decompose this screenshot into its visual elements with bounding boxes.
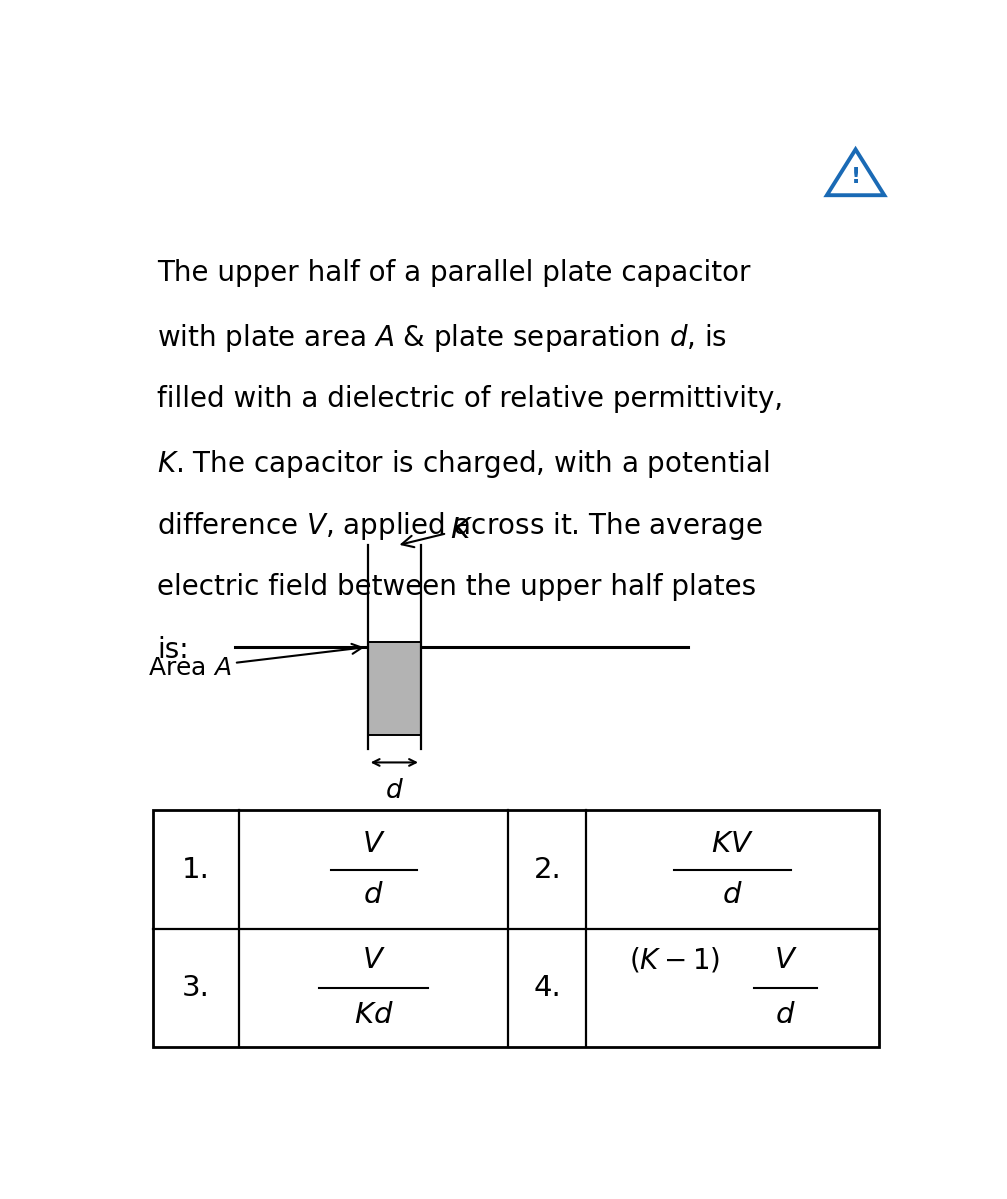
Text: !: ! <box>851 168 861 187</box>
Text: $\mathit{Kd}$: $\mathit{Kd}$ <box>353 1001 394 1030</box>
Text: $\mathit{d}$: $\mathit{d}$ <box>775 1001 796 1030</box>
Text: $\mathit{V}$: $\mathit{V}$ <box>773 946 798 974</box>
Text: $\mathit{K}$. The capacitor is charged, with a potential: $\mathit{K}$. The capacitor is charged, … <box>157 447 770 480</box>
Text: $(\mathit{K}-1)$: $(\mathit{K}-1)$ <box>629 946 720 975</box>
Text: 2.: 2. <box>534 856 561 884</box>
Text: Area $\mathit{A}$: Area $\mathit{A}$ <box>148 644 362 680</box>
Text: 4.: 4. <box>534 974 561 1001</box>
Text: $\mathit{V}$: $\mathit{V}$ <box>362 830 386 857</box>
Text: 3.: 3. <box>182 974 210 1001</box>
Bar <box>153 811 879 1047</box>
Text: $\mathit{d}$: $\mathit{d}$ <box>385 778 404 805</box>
Text: $\mathit{K}$: $\mathit{K}$ <box>402 516 472 547</box>
Text: filled with a dielectric of relative permittivity,: filled with a dielectric of relative per… <box>157 385 783 412</box>
Text: is:: is: <box>157 635 188 664</box>
Bar <box>368 643 421 735</box>
Text: with plate area $\mathit{A}$ & plate separation $\mathit{d}$, is: with plate area $\mathit{A}$ & plate sep… <box>157 323 727 354</box>
Text: electric field between the upper half plates: electric field between the upper half pl… <box>157 573 756 601</box>
Text: $\mathit{d}$: $\mathit{d}$ <box>722 881 743 909</box>
Text: $\mathit{d}$: $\mathit{d}$ <box>364 881 384 909</box>
Text: $\mathit{KV}$: $\mathit{KV}$ <box>711 830 754 857</box>
Text: difference $\mathit{V}$, applied across it. The average: difference $\mathit{V}$, applied across … <box>157 511 763 542</box>
Text: 1.: 1. <box>182 856 210 884</box>
Text: $\mathit{V}$: $\mathit{V}$ <box>362 946 386 974</box>
Text: The upper half of a parallel plate capacitor: The upper half of a parallel plate capac… <box>157 259 750 288</box>
